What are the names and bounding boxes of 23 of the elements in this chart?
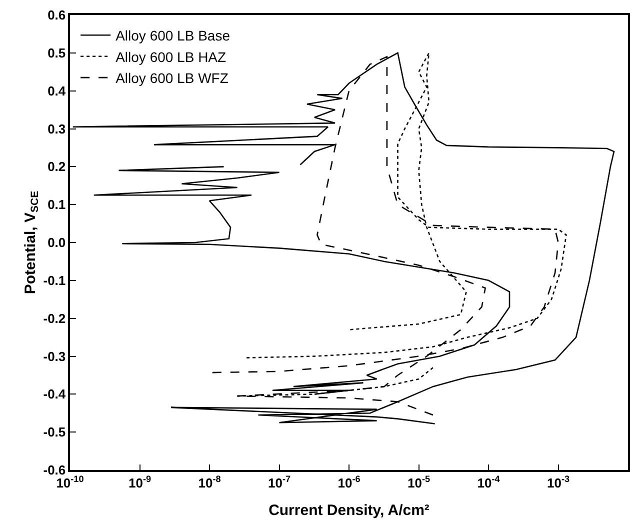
x-tick-label: 10$^{-7}$ <box>268 474 291 490</box>
y-tick-label: -0.3 <box>43 348 66 364</box>
y-tick-label: 0.6 <box>48 8 66 23</box>
y-tick-label: 0.1 <box>48 197 66 212</box>
y-tick-label: -0.1 <box>43 272 66 288</box>
legend-label: Alloy 600 LB WFZ <box>116 70 229 86</box>
x-tick-label: 10$^{-8}$ <box>198 474 221 490</box>
x-tick-label: 10$^{-4}$ <box>477 474 501 490</box>
x-tick-label: 10$^{-5}$ <box>407 474 430 490</box>
y-tick-label: 0.3 <box>48 121 66 136</box>
y-tick-label: -0.5 <box>43 424 66 440</box>
y-tick-label: 0.4 <box>48 83 66 98</box>
y-tick-label: 0.5 <box>48 45 66 60</box>
x-tick-label: 10$^{-9}$ <box>128 474 152 490</box>
legend-label: Alloy 600 LB Base <box>116 28 230 44</box>
x-axis-title: Current Density, A/cm² <box>268 502 430 519</box>
y-tick-label: 0.2 <box>48 159 66 174</box>
x-tick-label: 10$^{-6}$ <box>338 474 360 490</box>
y-tick-label: -0.2 <box>43 310 66 326</box>
y-tick-label: -0.4 <box>43 386 66 402</box>
y-tick-label: 0.0 <box>48 235 66 250</box>
legend-label: Alloy 600 LB HAZ <box>116 48 227 65</box>
x-tick-label: 10$^{-3}$ <box>546 474 570 490</box>
